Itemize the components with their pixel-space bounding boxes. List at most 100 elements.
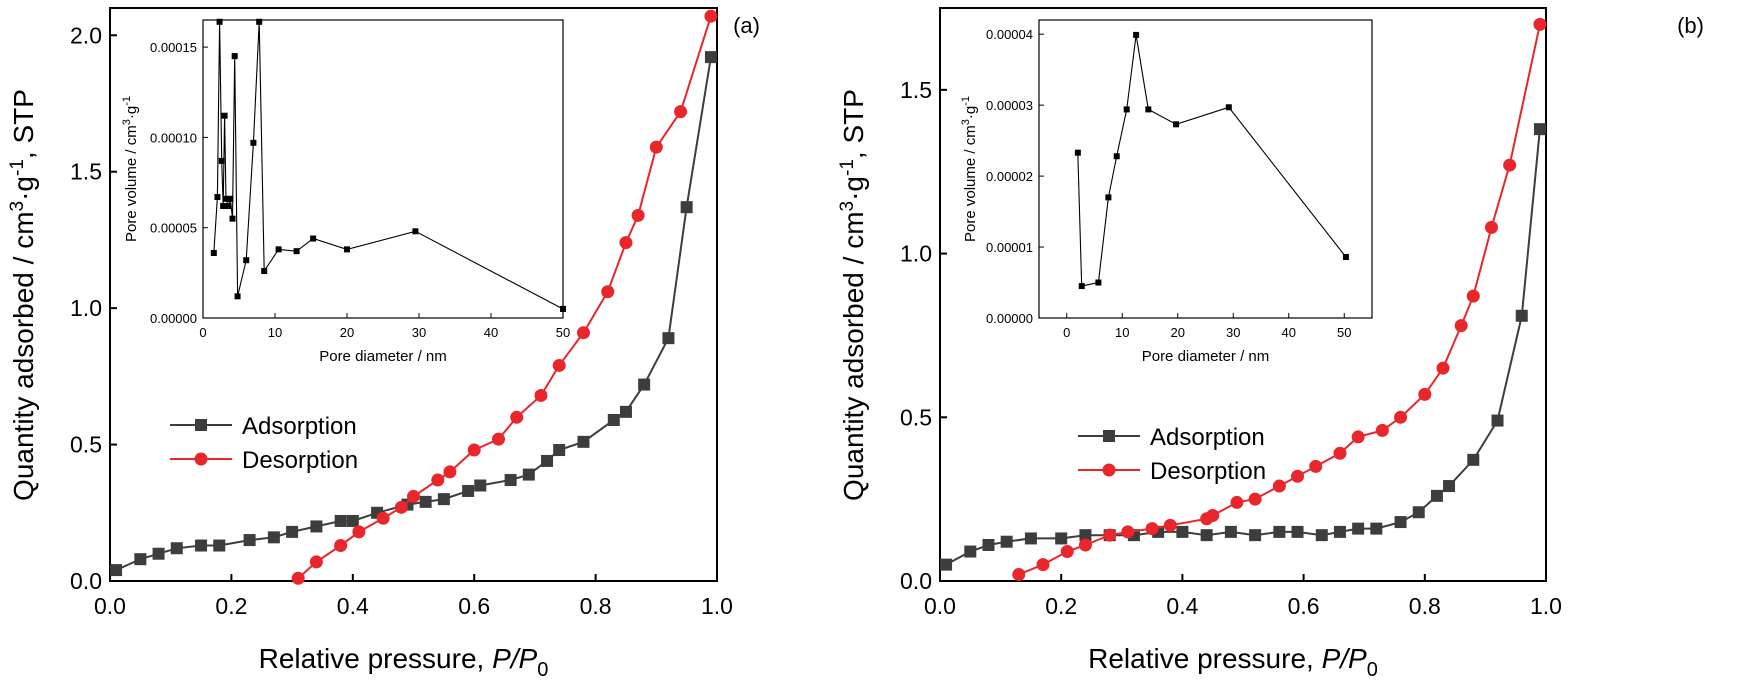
inset-data-point — [1095, 279, 1102, 286]
data-point — [110, 564, 123, 577]
inset-y-tick-label: 0.00000 — [986, 311, 1033, 326]
y-axis-title-sup: 3 — [837, 201, 858, 212]
data-point — [577, 435, 590, 448]
data-point — [1200, 529, 1213, 542]
inset-data-point — [310, 235, 317, 242]
data-point — [631, 208, 645, 222]
data-point — [1533, 17, 1547, 31]
data-point — [346, 514, 359, 527]
y-axis-title-part: Quantity adsorbed / cm — [838, 211, 869, 500]
inset-x-tick-label: 50 — [1337, 325, 1351, 340]
inset-data-point — [214, 193, 221, 200]
inset-data-point — [243, 257, 250, 264]
inset-data-point — [229, 215, 236, 222]
data-point — [1491, 414, 1504, 427]
data-point — [1394, 516, 1407, 529]
inset-data-point — [231, 53, 238, 60]
data-point — [334, 514, 347, 527]
y-tick-label: 1.0 — [70, 295, 102, 321]
inset-y-tick-label: 0.00002 — [986, 169, 1033, 184]
data-point — [1352, 522, 1365, 535]
inset-data-point — [1225, 104, 1232, 111]
data-point — [619, 405, 632, 418]
data-point — [1230, 495, 1244, 509]
panel-label: (b) — [1677, 13, 1704, 38]
y-tick-label: 0.0 — [70, 568, 102, 594]
data-point — [134, 553, 147, 566]
inset-x-tick-label: 50 — [556, 325, 570, 340]
data-point — [1103, 528, 1117, 542]
legend: Adsorption Desorption — [170, 413, 358, 474]
inset-y-tick-label: 0.00001 — [986, 240, 1033, 255]
x-tick-label: 0.6 — [458, 593, 490, 619]
inset-data-point — [250, 139, 257, 146]
data-point — [1467, 453, 1480, 466]
data-point — [1272, 479, 1286, 493]
inset-data-point — [344, 246, 350, 253]
data-point — [376, 511, 390, 525]
data-point — [467, 443, 481, 457]
inset-data-point — [256, 18, 263, 25]
inset-data-point — [1105, 194, 1112, 201]
y-tick-label: 0.0 — [900, 568, 932, 594]
data-point — [541, 454, 554, 467]
inset-x-tick-label: 30 — [412, 325, 426, 340]
data-point — [619, 236, 633, 250]
inset-data-point — [234, 293, 241, 300]
data-point — [1145, 522, 1159, 536]
data-point — [1503, 158, 1517, 172]
data-point — [601, 285, 615, 299]
data-point — [1484, 220, 1498, 234]
inset-data-point — [225, 203, 232, 210]
x-tick-label: 0.2 — [1045, 593, 1077, 619]
plot-frame — [939, 7, 1547, 582]
data-point — [1375, 423, 1389, 437]
data-point — [504, 474, 517, 487]
inset-data-point — [1123, 106, 1130, 113]
inset-data-point — [218, 157, 225, 164]
data-point — [1533, 123, 1546, 136]
data-point — [638, 378, 651, 391]
data-point — [1291, 525, 1304, 538]
inset-x-axis-title: Pore diameter / nm — [1142, 348, 1270, 365]
data-point — [170, 542, 183, 555]
inset-y-tick-label: 0.00010 — [150, 130, 197, 145]
inset-y-axis-title-part: ·g — [123, 106, 140, 119]
data-point — [213, 539, 226, 552]
inset-data-point — [227, 195, 234, 202]
data-point — [1430, 489, 1443, 502]
data-point — [394, 500, 408, 514]
inset-x-tick-label: 20 — [1171, 325, 1185, 340]
inset-x-tick-label: 40 — [484, 325, 498, 340]
legend-marker — [1102, 463, 1116, 477]
data-point — [522, 468, 535, 481]
y-axis-title-sup: 3 — [7, 201, 28, 212]
data-point — [334, 539, 348, 553]
data-point — [443, 465, 457, 479]
y-axis-title-part: , STP — [8, 89, 39, 159]
x-tick-label: 0.0 — [924, 593, 956, 619]
legend: Adsorption Desorption — [1078, 424, 1266, 485]
data-point — [1163, 518, 1177, 532]
data-point — [1012, 567, 1026, 581]
data-point — [1036, 558, 1050, 572]
series-desorption — [1012, 17, 1547, 581]
legend-marker — [194, 452, 208, 466]
data-point — [1436, 361, 1450, 375]
legend-label: Desorption — [242, 447, 358, 474]
data-point — [964, 545, 977, 558]
data-point — [1412, 506, 1425, 519]
data-point — [662, 332, 675, 345]
inset-data-point — [1173, 121, 1180, 128]
data-point — [607, 414, 620, 427]
legend-label: Desorption — [1150, 458, 1266, 485]
y-tick-label: 1.0 — [900, 241, 932, 267]
x-axis-title: Relative pressure, P/P0 — [1088, 643, 1378, 681]
y-tick-label: 1.5 — [70, 159, 102, 185]
chart-panel-b: 0.0 0.2 0.4 0.6 0.8 1.0 0.0 0.5 1.0 1.5 Relative p… — [837, 7, 1704, 681]
y-axis-title-sup: -1 — [7, 159, 28, 176]
data-point — [491, 432, 505, 446]
inset-y-tick-label: 0.00000 — [150, 311, 197, 326]
data-point — [310, 520, 323, 533]
